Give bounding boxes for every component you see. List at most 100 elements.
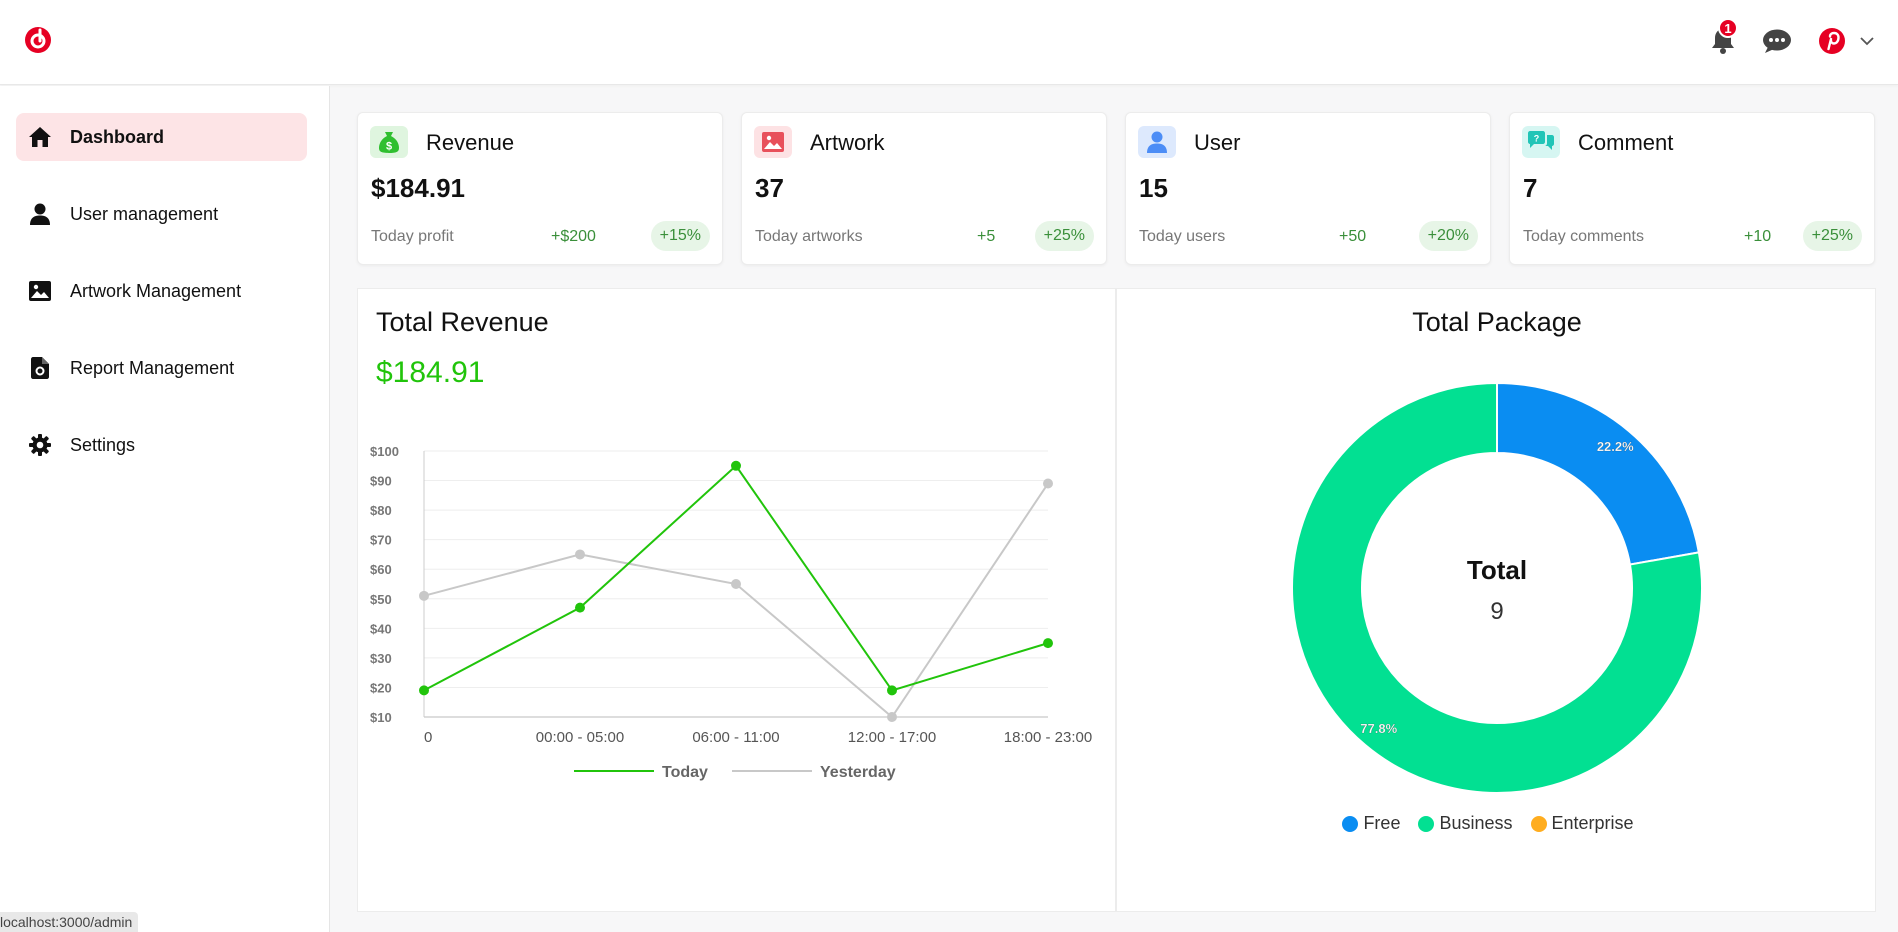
card-subtitle: Today artworks — [755, 228, 863, 245]
user-icon — [28, 202, 52, 226]
comments-icon: ? — [1522, 126, 1560, 158]
money-bag-icon: $ — [370, 126, 408, 158]
card-delta: +50 — [1339, 228, 1367, 245]
revenue-total: $184.91 — [376, 356, 485, 389]
sidebar-item-settings[interactable]: Settings — [16, 421, 307, 469]
image-icon — [28, 279, 52, 303]
y-tick-label: $50 — [370, 592, 392, 607]
data-point-today[interactable] — [1043, 638, 1053, 649]
home-icon — [28, 125, 52, 149]
svg-text:?: ? — [1534, 134, 1540, 144]
sidebar-item-artwork-management[interactable]: Artwork Management — [16, 267, 307, 315]
y-tick-label: $20 — [370, 680, 392, 695]
sidebar-item-user-management[interactable]: User management — [16, 190, 307, 238]
y-tick-label: $100 — [370, 444, 399, 459]
donut-center-label: Total — [1467, 555, 1527, 585]
card-percent-badge: +25% — [1802, 221, 1862, 251]
data-point-today[interactable] — [575, 602, 585, 613]
legend-item-free[interactable]: Free — [1342, 813, 1400, 834]
chat-icon[interactable] — [1760, 24, 1794, 58]
donut-slice-free[interactable] — [1496, 381, 1701, 566]
sidebar: Dashboard User management Artwork Manage… — [0, 86, 330, 932]
y-tick-label: $70 — [370, 533, 392, 548]
card-title: Comment — [1578, 130, 1674, 155]
y-tick-label: $90 — [370, 474, 392, 489]
x-tick-label: 0 — [424, 729, 432, 746]
image-icon — [754, 126, 792, 158]
card-subtitle: Today profit — [371, 228, 454, 245]
card-percent-badge: +15% — [650, 221, 710, 251]
series-line-today — [423, 464, 1049, 692]
legend-label: Business — [1439, 813, 1513, 833]
card-subtitle: Today users — [1139, 228, 1226, 245]
package-donut-chart: 22.2% 77.8% Total 9 — [1291, 381, 1704, 794]
card-title: Artwork — [810, 130, 885, 155]
legend-label: Enterprise — [1551, 813, 1634, 833]
card-delta: +5 — [977, 228, 996, 245]
donut-legend: Free Business Enterprise — [1117, 813, 1877, 834]
card-value: 15 — [1139, 173, 1168, 203]
card-subtitle: Today comments — [1523, 228, 1644, 245]
sidebar-item-label: User management — [70, 203, 219, 224]
sidebar-item-label: Dashboard — [70, 126, 165, 147]
legend-label[interactable]: Yesterday — [820, 764, 896, 781]
card-title: User — [1194, 130, 1241, 155]
comment-card: ? Comment 7 Today comments +10 +25% — [1509, 112, 1875, 265]
brand-logo-icon[interactable] — [24, 26, 52, 54]
panel-title: Total Package — [1412, 307, 1582, 337]
legend-label: Free — [1363, 813, 1401, 833]
card-value: 7 — [1523, 173, 1538, 203]
card-delta: +10 — [1744, 228, 1772, 245]
panel-title: Total Revenue — [376, 307, 549, 337]
user-card: User 15 Today users +50 +20% — [1125, 112, 1491, 265]
sidebar-item-label: Report Management — [70, 357, 235, 378]
data-point-yesterday[interactable] — [731, 579, 741, 589]
x-tick-label: 12:00 - 17:00 — [848, 729, 936, 746]
report-icon — [28, 356, 52, 380]
legend-item-enterprise[interactable]: Enterprise — [1530, 813, 1634, 834]
card-value: $184.91 — [371, 173, 465, 203]
data-point-yesterday[interactable] — [1043, 478, 1053, 489]
data-point-today[interactable] — [419, 685, 429, 696]
y-tick-label: $40 — [370, 621, 392, 636]
bell-icon[interactable]: 1 — [1706, 18, 1740, 58]
top-bar: 1 — [0, 0, 1898, 85]
chevron-down-icon[interactable] — [1855, 24, 1879, 58]
data-point-yesterday[interactable] — [575, 549, 585, 560]
y-tick-label: $80 — [370, 503, 392, 518]
sidebar-item-dashboard[interactable]: Dashboard — [16, 113, 307, 161]
card-value: 37 — [755, 173, 784, 203]
data-point-today[interactable] — [887, 685, 897, 696]
series-line-yesterday — [423, 482, 1049, 719]
svg-text:$: $ — [386, 141, 392, 153]
data-point-yesterday[interactable] — [419, 590, 429, 601]
donut-slice-business[interactable] — [1291, 381, 1704, 794]
sidebar-item-label: Artwork Management — [70, 280, 242, 301]
sidebar-item-report-management[interactable]: Report Management — [16, 344, 307, 392]
pinterest-avatar-icon[interactable] — [1815, 24, 1849, 58]
legend-item-business[interactable]: Business — [1418, 813, 1513, 834]
gear-icon — [28, 433, 52, 457]
legend-dot — [1530, 815, 1547, 832]
y-tick-label: $60 — [370, 562, 392, 577]
slice-percent-label: 22.2% — [1597, 439, 1634, 454]
x-tick-label: 00:00 - 05:00 — [536, 729, 624, 746]
revenue-line-chart: $10 $20 $30 $40 $50 $60 $70 $80 $90 $100 0 00:00 - … — [370, 444, 1092, 781]
total-package-panel: Total Package 22.2% 77.8% Total 9 Free Busin… — [1116, 288, 1876, 912]
artwork-card: Artwork 37 Today artworks +5 +25% — [741, 112, 1107, 265]
card-delta: +$200 — [551, 228, 596, 245]
total-revenue-panel: Total Revenue $184.91 $10 $20 $30 $40 $50 $60… — [357, 288, 1116, 912]
card-percent-badge: +20% — [1418, 221, 1478, 251]
legend-label[interactable]: Today — [662, 764, 708, 781]
legend-dot — [1418, 815, 1435, 832]
x-tick-label: 18:00 - 23:00 — [1004, 729, 1092, 746]
x-tick-label: 06:00 - 11:00 — [692, 729, 779, 746]
data-point-today[interactable] — [731, 460, 741, 471]
revenue-card: $ Revenue $184.91 Today profit +$200 +15… — [357, 112, 723, 265]
y-tick-label: $10 — [370, 710, 392, 725]
user-icon — [1138, 126, 1176, 158]
y-tick-label: $30 — [370, 651, 392, 666]
data-point-yesterday[interactable] — [887, 712, 897, 722]
notification-count-badge: 1 — [1718, 18, 1738, 38]
card-title: Revenue — [426, 130, 515, 155]
